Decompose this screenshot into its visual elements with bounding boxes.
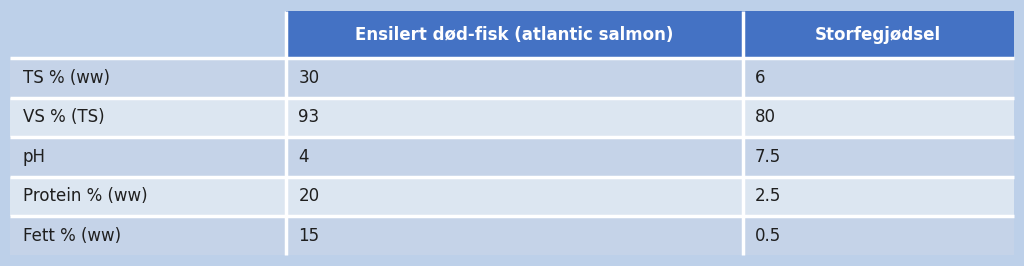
Text: pH: pH: [23, 148, 45, 166]
Bar: [287, 58, 742, 98]
Bar: [742, 11, 1014, 58]
Bar: [10, 216, 287, 255]
Text: 6: 6: [755, 69, 766, 87]
Bar: [10, 137, 287, 177]
Bar: [287, 177, 742, 216]
Bar: [287, 98, 742, 137]
Bar: [742, 137, 1014, 177]
Bar: [287, 11, 742, 58]
Text: 4: 4: [299, 148, 309, 166]
Text: 80: 80: [755, 109, 776, 126]
Text: 2.5: 2.5: [755, 187, 781, 205]
Text: 93: 93: [299, 109, 319, 126]
Bar: [10, 11, 287, 58]
Bar: [742, 177, 1014, 216]
Bar: [287, 137, 742, 177]
Text: 20: 20: [299, 187, 319, 205]
Bar: [10, 58, 287, 98]
Bar: [10, 177, 287, 216]
Text: 7.5: 7.5: [755, 148, 781, 166]
Bar: [10, 98, 287, 137]
Bar: [742, 58, 1014, 98]
Bar: [287, 216, 742, 255]
Text: 30: 30: [299, 69, 319, 87]
Text: Protein % (ww): Protein % (ww): [23, 187, 147, 205]
Text: Fett % (ww): Fett % (ww): [23, 227, 121, 245]
Text: Ensilert død-fisk (atlantic salmon): Ensilert død-fisk (atlantic salmon): [355, 26, 674, 44]
Bar: [742, 98, 1014, 137]
Text: VS % (TS): VS % (TS): [23, 109, 104, 126]
Text: 15: 15: [299, 227, 319, 245]
Text: 0.5: 0.5: [755, 227, 781, 245]
Text: TS % (ww): TS % (ww): [23, 69, 110, 87]
Bar: [742, 216, 1014, 255]
Text: Storfegjødsel: Storfegjødsel: [815, 26, 941, 44]
